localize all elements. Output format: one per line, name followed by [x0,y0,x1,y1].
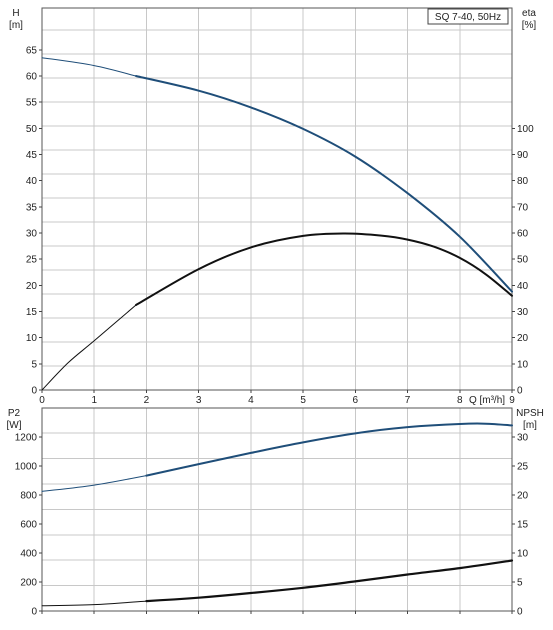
top-left-tick-label: 30 [26,229,38,240]
x-tick-label: 2 [144,395,150,406]
top-series-1-line [135,232,513,306]
top-left-tick-label: 25 [26,255,38,266]
head-axis-label: H [12,8,19,19]
efficiency-axis-label: eta [522,8,536,19]
top-left-tick-label: 20 [26,281,38,292]
top-right-tick-label: 10 [517,359,529,370]
bottom-right-tick-label: 25 [517,462,529,473]
top-series-0-line-start [41,57,137,77]
bottom-right-tick-label: 30 [517,433,529,444]
bottom-grid [42,408,513,611]
top-left-tick-label: 35 [26,202,38,213]
top-left-tick-label: 45 [26,150,38,161]
top-left-tick-label: 10 [26,333,38,344]
chart-title-box [427,8,509,25]
x-axis-label: Q [m³/h] [469,395,505,406]
bottom-left-tick-label: 1000 [15,462,38,473]
top-left-tick-label: 55 [26,98,38,109]
top-series-1-line-start [41,304,137,391]
top-series-0-line [135,75,513,293]
bottom-left-tick-label: 1200 [15,433,38,444]
bottom-series-0-line-start [41,475,147,492]
bottom-axis-ticks: 0 200 400 600 800 1000 1200 0 5 10 15 20 25 30 [15,433,529,618]
top-left-tick-label: 65 [26,45,38,56]
top-left-tick-label: 40 [26,176,38,187]
top-right-tick-label: 60 [517,229,529,240]
bottom-right-tick-label: 5 [517,578,523,589]
x-tick-label: 3 [196,395,202,406]
chart-title: SQ 7-40, 50Hz [435,12,501,23]
bottom-series-1-line [145,559,514,603]
top-right-tick-label: 50 [517,255,529,266]
bottom-series-0-line [145,422,513,477]
x-tick-label: 5 [300,395,306,406]
head-axis-unit: [m] [9,20,23,31]
bottom-right-tick-label: 20 [517,491,529,502]
npsh-axis-label: NPSH [516,408,544,419]
top-right-tick-label: 70 [517,202,529,213]
bottom-left-tick-label: 800 [20,491,37,502]
top-grid [42,8,513,390]
power-axis-unit: [W] [7,420,22,431]
top-left-tick-label: 5 [31,359,37,370]
top-plot-frame [41,7,513,391]
x-tick-label: 9 [509,395,515,406]
bottom-series-1-line-start [41,600,147,607]
bottom-series-group [41,422,514,607]
top-axis-ticks: 0510152025303540455055606501020304050607… [26,45,534,406]
bottom-left-tick-label: 400 [20,549,37,560]
x-tick-label: 6 [353,395,359,406]
x-tick-label: 7 [405,395,411,406]
x-tick-label: 8 [457,395,463,406]
bottom-right-tick-label: 10 [517,549,529,560]
top-series-group [41,57,513,391]
bottom-left-tick-label: 600 [20,520,37,531]
bottom-left-tick-label: 200 [20,578,37,589]
top-right-tick-label: 80 [517,176,529,187]
bottom-left-tick-label: 0 [31,607,37,618]
top-right-tick-label: 20 [517,333,529,344]
top-right-tick-label: 90 [517,150,529,161]
top-left-tick-label: 60 [26,72,38,83]
top-right-tick-label: 0 [517,386,523,397]
x-tick-label: 1 [91,395,97,406]
x-tick-label: 4 [248,395,254,406]
top-right-tick-label: 100 [517,124,534,135]
top-left-tick-label: 0 [31,386,37,397]
top-left-tick-label: 15 [26,307,38,318]
npsh-axis-unit: [m] [523,420,537,431]
top-right-tick-label: 40 [517,281,529,292]
x-tick-label: 0 [39,395,45,406]
power-axis-label: P2 [8,408,21,419]
bottom-right-tick-label: 0 [517,607,523,618]
bottom-right-tick-label: 15 [517,520,529,531]
bottom-plot-frame [41,407,513,612]
top-right-tick-label: 30 [517,307,529,318]
top-left-tick-label: 50 [26,124,38,135]
efficiency-axis-unit: [%] [522,20,537,31]
